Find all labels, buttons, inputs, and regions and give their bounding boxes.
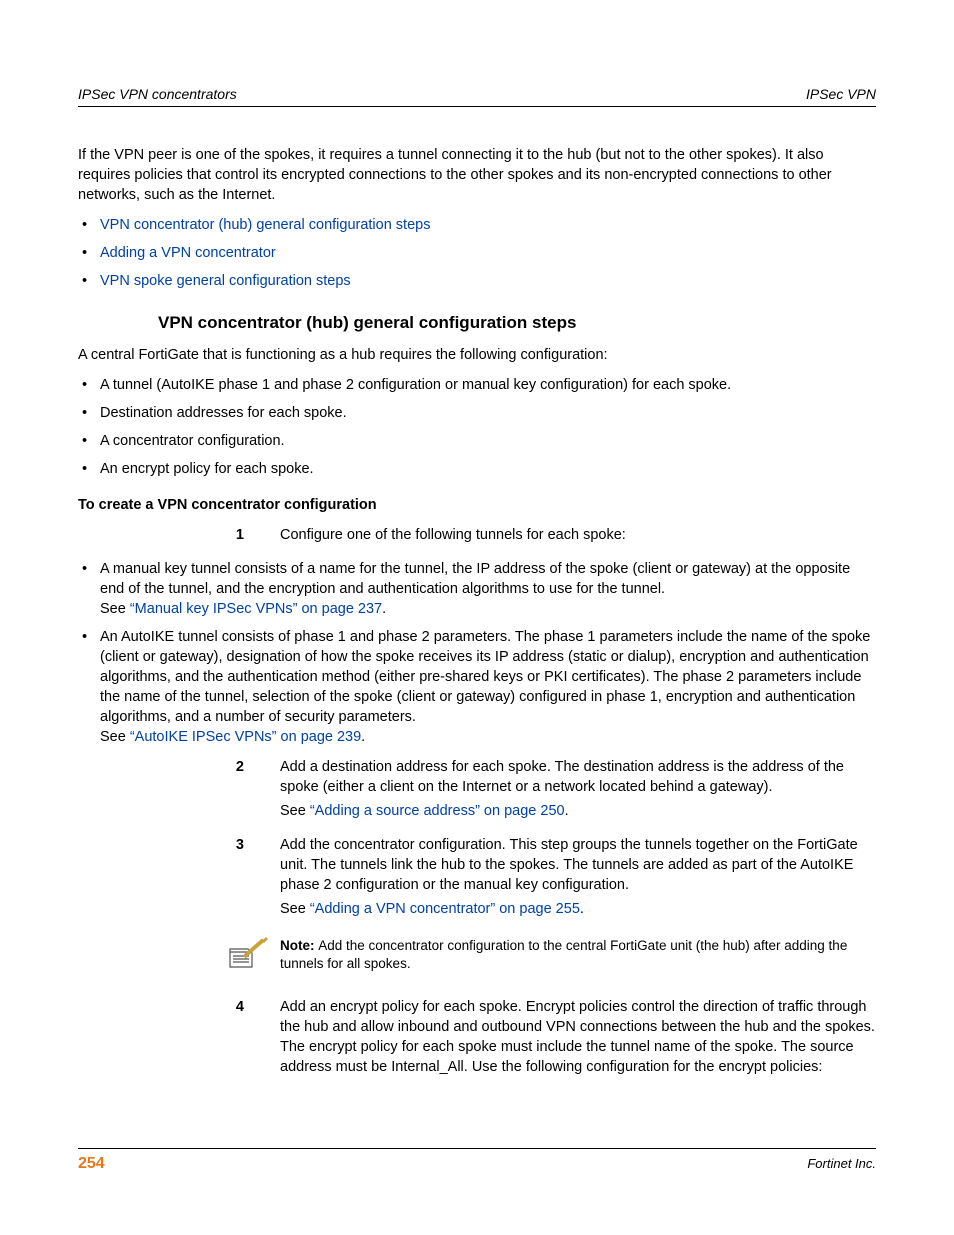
intro-paragraph: If the VPN peer is one of the spokes, it… — [78, 145, 876, 205]
toc-link-spoke[interactable]: VPN spoke general configuration steps — [100, 273, 351, 289]
step-text: Add the concentrator configuration. This… — [280, 835, 876, 895]
note-icon-cell — [78, 937, 280, 979]
header-rule — [78, 106, 876, 107]
step-4: 4 Add an encrypt policy for each spoke. … — [78, 997, 876, 1081]
header-left: IPSec VPN concentrators — [78, 85, 237, 104]
step-see: See “Adding a VPN concentrator” on page … — [280, 899, 876, 919]
step-body: Add the concentrator configuration. This… — [280, 835, 876, 923]
subitem-text: An AutoIKE tunnel consists of phase 1 an… — [100, 629, 870, 725]
toc-list: VPN concentrator (hub) general configura… — [78, 215, 876, 291]
list-item: An encrypt policy for each spoke. — [78, 459, 876, 479]
step-1-sublist: A manual key tunnel consists of a name f… — [78, 559, 876, 747]
section-heading: VPN concentrator (hub) general configura… — [158, 311, 876, 334]
step-body: Add an encrypt policy for each spoke. En… — [280, 997, 876, 1081]
toc-item: VPN concentrator (hub) general configura… — [78, 215, 876, 235]
header-right: IPSec VPN — [806, 85, 876, 104]
xref-add-concentrator[interactable]: “Adding a VPN concentrator” on page 255 — [310, 901, 580, 917]
procedure-title: To create a VPN concentrator configurati… — [78, 495, 876, 515]
step-3: 3 Add the concentrator configuration. Th… — [78, 835, 876, 923]
toc-item: Adding a VPN concentrator — [78, 243, 876, 263]
footer-rule — [78, 1148, 876, 1149]
toc-link-hub[interactable]: VPN concentrator (hub) general configura… — [100, 217, 430, 233]
step-1: 1 Configure one of the following tunnels… — [78, 525, 876, 549]
step-text: Add a destination address for each spoke… — [280, 757, 876, 797]
requirements-list: A tunnel (AutoIKE phase 1 and phase 2 co… — [78, 375, 876, 479]
page-number: 254 — [78, 1153, 105, 1175]
list-item: An AutoIKE tunnel consists of phase 1 an… — [78, 627, 876, 747]
note-label: Note: — [280, 938, 318, 953]
xref-source-address[interactable]: “Adding a source address” on page 250 — [310, 803, 565, 819]
step-number: 4 — [78, 997, 280, 1081]
step-number: 2 — [78, 757, 280, 825]
page-body: IPSec VPN concentrators IPSec VPN If the… — [0, 0, 954, 1081]
step-body: Add a destination address for each spoke… — [280, 757, 876, 825]
step-number: 3 — [78, 835, 280, 923]
see-prefix: See — [100, 601, 130, 617]
xref-manual-key[interactable]: “Manual key IPSec VPNs” on page 237 — [130, 601, 382, 617]
see-suffix: . — [361, 729, 365, 745]
toc-link-add[interactable]: Adding a VPN concentrator — [100, 245, 276, 261]
see-prefix: See — [100, 729, 130, 745]
subitem-text: A manual key tunnel consists of a name f… — [100, 561, 850, 597]
list-item: A concentrator configuration. — [78, 431, 876, 451]
step-text: Add an encrypt policy for each spoke. En… — [280, 997, 876, 1077]
running-header: IPSec VPN concentrators IPSec VPN — [78, 85, 876, 104]
footer-row: 254 Fortinet Inc. — [78, 1153, 876, 1175]
toc-item: VPN spoke general configuration steps — [78, 271, 876, 291]
page-footer: 254 Fortinet Inc. — [78, 1148, 876, 1175]
list-item: A manual key tunnel consists of a name f… — [78, 559, 876, 619]
step-body: Configure one of the following tunnels f… — [280, 525, 876, 549]
company-name: Fortinet Inc. — [807, 1155, 876, 1173]
see-suffix: . — [382, 601, 386, 617]
note-icon — [226, 937, 272, 973]
note-body: Note: Add the concentrator configuration… — [280, 937, 876, 974]
step-see: See “Adding a source address” on page 25… — [280, 801, 876, 821]
note-text: Add the concentrator configuration to th… — [280, 938, 847, 972]
step-number: 1 — [78, 525, 280, 549]
note-block: Note: Add the concentrator configuration… — [78, 937, 876, 979]
step-2: 2 Add a destination address for each spo… — [78, 757, 876, 825]
xref-autoike[interactable]: “AutoIKE IPSec VPNs” on page 239 — [130, 729, 361, 745]
list-item: Destination addresses for each spoke. — [78, 403, 876, 423]
step-text: Configure one of the following tunnels f… — [280, 525, 876, 545]
section-lead: A central FortiGate that is functioning … — [78, 345, 876, 365]
list-item: A tunnel (AutoIKE phase 1 and phase 2 co… — [78, 375, 876, 395]
